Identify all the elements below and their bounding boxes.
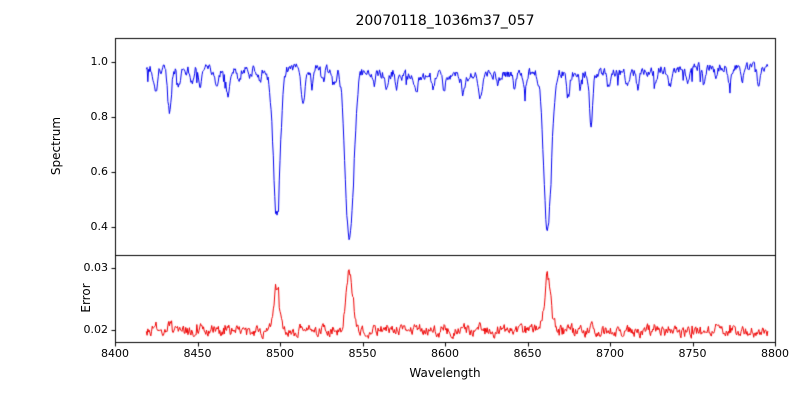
error-y-tick-label: 0.02 [83, 323, 109, 337]
x-tick-label: 8500 [266, 347, 294, 360]
x-tick-label: 8700 [596, 347, 624, 360]
spectrum-y-tick-label: 0.6 [90, 165, 109, 179]
x-tick-label: 8400 [101, 347, 129, 360]
x-tick-label: 8650 [513, 347, 542, 360]
spectrum-y-tick-label: 0.8 [90, 110, 109, 124]
wavelength-axis-label: Wavelength [409, 366, 481, 380]
spectrum-y-tick-label: 0.4 [90, 219, 109, 233]
chart-title: 20070118_1036m37_057 [355, 13, 535, 29]
x-tick-label: 8800 [761, 347, 789, 360]
x-tick-label: 8750 [678, 347, 707, 360]
spectrum-y-tick-label: 1.0 [90, 55, 109, 69]
x-tick-label: 8600 [431, 347, 459, 360]
x-tick-label: 8550 [348, 347, 377, 360]
spectrum-axis-label: Spectrum [49, 116, 63, 176]
error-y-tick-label: 0.03 [83, 261, 109, 275]
error-axis-label: Error [79, 283, 93, 313]
x-tick-label: 8450 [183, 347, 212, 360]
